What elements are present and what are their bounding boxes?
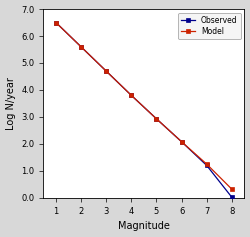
Observed bbox=[180, 140, 183, 143]
Model bbox=[205, 163, 208, 166]
Model bbox=[155, 117, 158, 120]
Observed bbox=[130, 94, 133, 97]
Line: Model: Model bbox=[54, 20, 234, 192]
Legend: Observed, Model: Observed, Model bbox=[178, 13, 240, 39]
Y-axis label: Log N/year: Log N/year bbox=[6, 77, 16, 130]
Observed bbox=[54, 21, 58, 24]
Line: Observed: Observed bbox=[54, 20, 234, 200]
Observed bbox=[105, 70, 108, 73]
Model bbox=[230, 188, 234, 191]
Model bbox=[180, 140, 183, 143]
Model bbox=[130, 94, 133, 97]
Model bbox=[105, 70, 108, 73]
Observed bbox=[155, 117, 158, 120]
Observed bbox=[205, 164, 208, 167]
Model bbox=[80, 46, 82, 48]
X-axis label: Magnitude: Magnitude bbox=[118, 221, 170, 232]
Observed bbox=[80, 46, 82, 48]
Observed bbox=[230, 196, 234, 199]
Model bbox=[54, 21, 58, 24]
